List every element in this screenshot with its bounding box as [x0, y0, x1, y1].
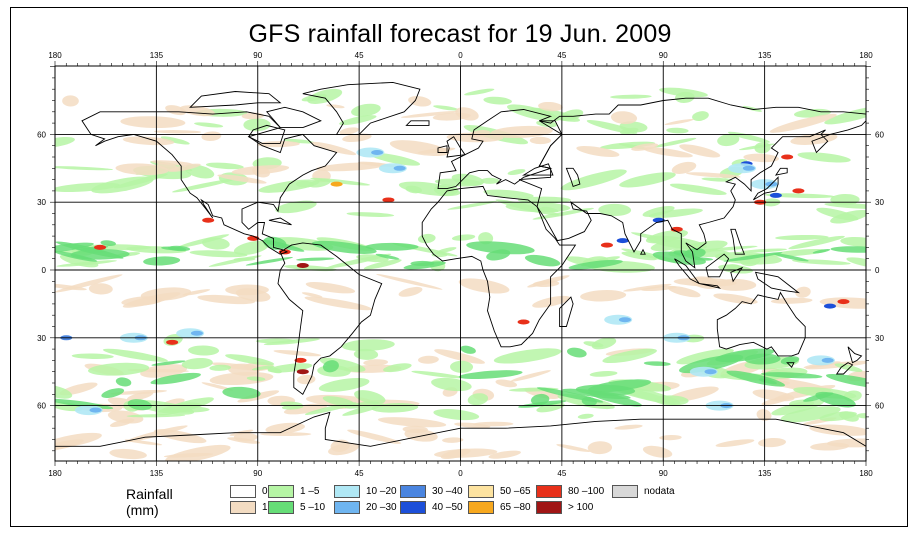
legend-swatch — [268, 501, 294, 514]
legend-item: 1 — [230, 500, 268, 515]
precipitation-field — [55, 87, 866, 461]
legend-item: 20 –30 — [334, 500, 397, 515]
legend-label: 40 –50 — [432, 502, 463, 513]
legend-item: 65 –80 — [468, 500, 531, 515]
lon-tick-label: 90 — [253, 51, 262, 60]
lat-tick-label: 60 — [875, 130, 884, 139]
lat-tick-label: 60 — [875, 402, 884, 411]
lat-tick-label: 0 — [875, 266, 880, 275]
legend-title: Rainfall (mm) — [126, 486, 173, 518]
legend-label: 10 –20 — [366, 486, 397, 497]
lon-tick-label: 45 — [557, 51, 566, 60]
legend-swatch — [230, 501, 256, 514]
legend-label: 50 –65 — [500, 486, 531, 497]
legend-label: > 100 — [568, 502, 594, 513]
legend-label: 30 –40 — [432, 486, 463, 497]
legend-item: 1 –5 — [268, 484, 319, 499]
legend-label: 20 –30 — [366, 502, 397, 513]
legend-label: 1 –5 — [300, 486, 320, 497]
lon-tick-label: 45 — [355, 51, 364, 60]
lon-tick-label: 0 — [458, 51, 463, 60]
legend-item: 40 –50 — [400, 500, 463, 515]
lon-tick-label: 90 — [253, 469, 262, 478]
legend-swatch — [612, 485, 638, 498]
legend-label: 80 –100 — [568, 486, 605, 497]
lat-tick-label: 60 — [37, 130, 46, 139]
legend-label: 0 — [262, 486, 268, 497]
legend-swatch — [268, 485, 294, 498]
lat-tick-label: 60 — [37, 402, 46, 411]
legend-label: 5 –10 — [300, 502, 326, 513]
lon-tick-label: 90 — [659, 51, 668, 60]
legend-swatch — [468, 485, 494, 498]
legend-item: nodata — [612, 484, 675, 499]
lon-tick-label: 135 — [758, 469, 772, 478]
lat-tick-label: 30 — [875, 198, 884, 207]
lon-tick-label: 0 — [458, 469, 463, 478]
lon-tick-label: 180 — [48, 51, 62, 60]
legend-item: 50 –65 — [468, 484, 531, 499]
legend-item: 30 –40 — [400, 484, 463, 499]
continent-outlines — [55, 81, 866, 447]
lon-tick-label: 135 — [150, 469, 164, 478]
lon-tick-label: 135 — [150, 51, 164, 60]
lat-tick-label: 30 — [875, 334, 884, 343]
legend-swatch — [536, 501, 562, 514]
legend-label: 65 –80 — [500, 502, 531, 513]
lon-tick-label: 45 — [355, 469, 364, 478]
lon-tick-label: 180 — [48, 469, 62, 478]
legend-item: 10 –20 — [334, 484, 397, 499]
legend-label: nodata — [644, 486, 675, 497]
legend-swatch — [334, 485, 360, 498]
lat-tick-label: 0 — [42, 266, 47, 275]
legend-swatch — [468, 501, 494, 514]
legend-item: 0 — [230, 484, 268, 499]
lat-tick-label: 30 — [37, 334, 46, 343]
legend-swatch — [536, 485, 562, 498]
legend-swatch — [400, 501, 426, 514]
legend-swatch — [334, 501, 360, 514]
legend-item: 5 –10 — [268, 500, 325, 515]
lon-tick-label: 180 — [859, 469, 873, 478]
legend-swatch — [400, 485, 426, 498]
lat-tick-label: 30 — [37, 198, 46, 207]
lon-tick-label: 90 — [659, 469, 668, 478]
legend-label: 1 — [262, 502, 268, 513]
lon-tick-label: 180 — [859, 51, 873, 60]
legend-swatch — [230, 485, 256, 498]
lon-tick-label: 45 — [557, 469, 566, 478]
figure-frame — [10, 7, 908, 527]
legend-item: > 100 — [536, 500, 593, 515]
axis-ticks: 180 180 135 135 90 90 45 45 0 0 45 45 90 90 135 135 180 1… — [37, 51, 884, 478]
lon-tick-label: 135 — [758, 51, 772, 60]
legend-item: 80 –100 — [536, 484, 604, 499]
map-title: GFS rainfall forecast for 19 Jun. 2009 — [248, 20, 672, 48]
